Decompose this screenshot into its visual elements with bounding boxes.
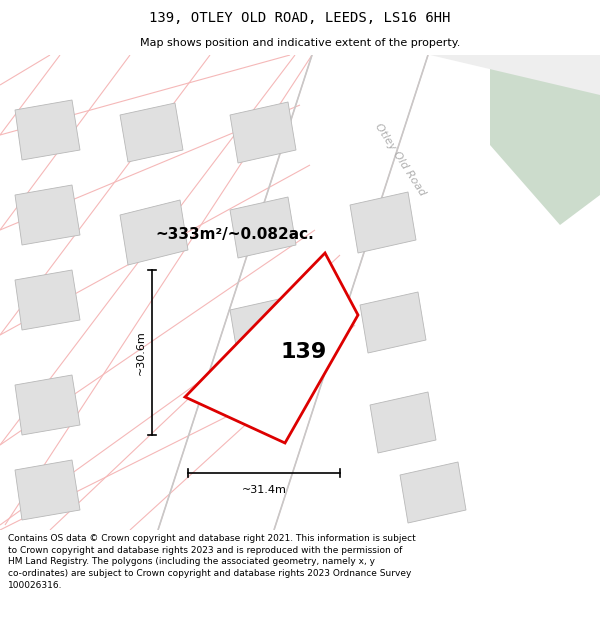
Polygon shape (400, 462, 466, 523)
Polygon shape (15, 100, 80, 160)
Text: ~333m²/~0.082ac.: ~333m²/~0.082ac. (155, 228, 314, 242)
Polygon shape (185, 253, 358, 443)
Polygon shape (305, 55, 600, 95)
Polygon shape (230, 102, 296, 163)
Polygon shape (360, 292, 426, 353)
Polygon shape (15, 270, 80, 330)
Polygon shape (120, 103, 183, 162)
Text: Map shows position and indicative extent of the property.: Map shows position and indicative extent… (140, 38, 460, 48)
Text: 139: 139 (280, 342, 326, 362)
Polygon shape (15, 185, 80, 245)
Text: ~31.4m: ~31.4m (242, 485, 286, 495)
Text: ~30.6m: ~30.6m (136, 330, 146, 375)
Polygon shape (490, 55, 600, 225)
Text: Otley Old Road: Otley Old Road (373, 122, 427, 198)
Polygon shape (350, 192, 416, 253)
Polygon shape (120, 200, 188, 265)
Polygon shape (230, 297, 296, 358)
Text: Contains OS data © Crown copyright and database right 2021. This information is : Contains OS data © Crown copyright and d… (8, 534, 416, 590)
Polygon shape (370, 392, 436, 453)
Polygon shape (230, 197, 296, 258)
Text: 139, OTLEY OLD ROAD, LEEDS, LS16 6HH: 139, OTLEY OLD ROAD, LEEDS, LS16 6HH (149, 11, 451, 24)
Polygon shape (15, 375, 80, 435)
Polygon shape (15, 460, 80, 520)
